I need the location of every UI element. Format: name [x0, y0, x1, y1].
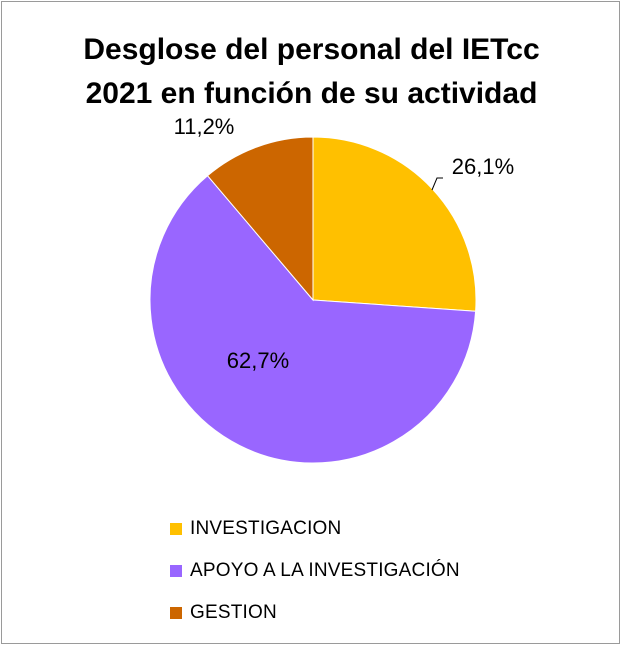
- pie-slice-gestion: [206, 136, 314, 302]
- legend-item-apoyo: APOYO A LA INVESTIGACIÓN: [170, 550, 460, 592]
- data-label-investigacion: 26,1%: [452, 154, 514, 179]
- data-label-apoyo: 62,7%: [227, 348, 289, 373]
- legend-label-investigacion: INVESTIGACION: [190, 518, 342, 539]
- legend-item-investigacion: INVESTIGACION: [170, 508, 460, 550]
- legend-item-gestion: GESTION: [170, 592, 460, 634]
- legend-label-gestion: GESTION: [190, 602, 277, 623]
- legend-swatch-apoyo: [170, 565, 182, 577]
- pie-slice-apoyo: [149, 175, 477, 464]
- chart-title-line-1: Desglose del personal del IETcc: [83, 33, 540, 66]
- legend-label-apoyo: APOYO A LA INVESTIGACIÓN: [190, 560, 460, 581]
- data-label-gestion: 11,2%: [174, 114, 235, 139]
- chart-title: Desglose del personal del IETcc 2021 en …: [2, 28, 621, 116]
- leader-line-investigacion: [431, 177, 443, 191]
- legend: INVESTIGACION APOYO A LA INVESTIGACIÓN G…: [170, 508, 460, 634]
- chart-title-line-2: 2021 en función de su actividad: [85, 77, 538, 110]
- legend-swatch-investigacion: [170, 523, 182, 535]
- legend-swatch-gestion: [170, 607, 182, 619]
